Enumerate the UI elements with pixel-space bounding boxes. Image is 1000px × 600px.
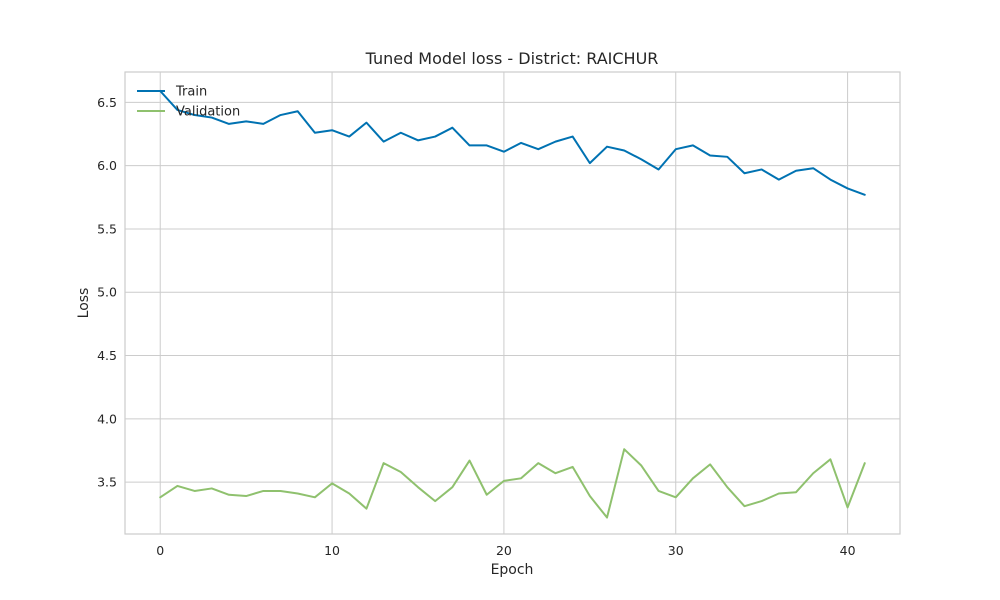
y-tick-label: 6.0 <box>97 158 117 173</box>
x-tick-label: 10 <box>324 543 340 558</box>
y-tick-label: 4.5 <box>97 348 117 363</box>
tick-labels: 0 10 20 30 40 3.5 4.0 4.5 5.0 5.5 6.0 6.5 <box>97 95 855 558</box>
series-line-validation <box>159 448 866 519</box>
y-tick-label: 4.0 <box>97 411 117 426</box>
chart-title: Tuned Model loss - District: RAICHUR <box>365 49 659 68</box>
x-tick-label: 20 <box>496 543 512 558</box>
y-tick-label: 5.5 <box>97 221 117 236</box>
plot-frame <box>124 71 901 535</box>
series-line-train <box>159 89 866 196</box>
grid-layer <box>125 72 900 534</box>
x-axis-label: Epoch <box>491 562 534 578</box>
series-layer <box>159 89 866 519</box>
legend-label-validation: Validation <box>176 105 240 120</box>
y-axis-label: Loss <box>76 288 92 319</box>
legend-label-train: Train <box>175 85 207 100</box>
y-tick-label: 6.5 <box>97 95 117 110</box>
legend: Train Validation <box>137 85 240 120</box>
x-tick-label: 40 <box>840 543 856 558</box>
y-tick-label: 5.0 <box>97 285 117 300</box>
x-tick-label: 0 <box>156 543 164 558</box>
y-tick-label: 3.5 <box>97 475 117 490</box>
x-tick-label: 30 <box>668 543 684 558</box>
